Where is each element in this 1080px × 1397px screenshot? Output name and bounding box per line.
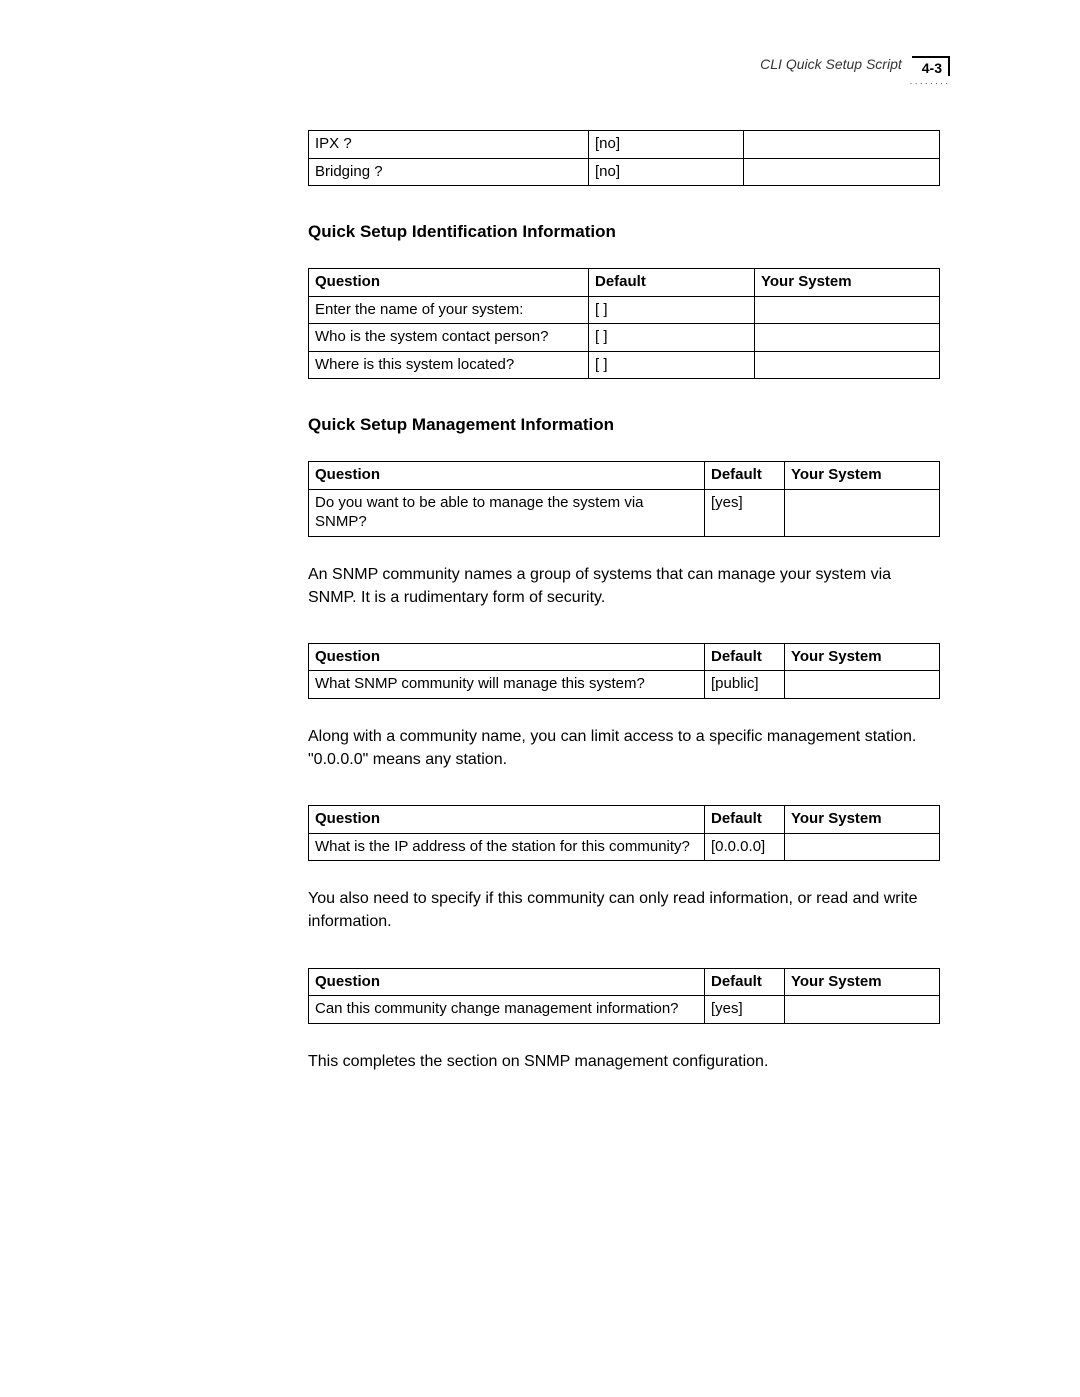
snmp-community-table: Question Default Your System What SNMP c… xyxy=(308,643,940,699)
cell-default: [ ] xyxy=(589,296,755,324)
cell-question: What is the IP address of the station fo… xyxy=(309,833,705,861)
paragraph-completes: This completes the section on SNMP manag… xyxy=(308,1050,940,1073)
cell-your-system xyxy=(785,671,940,699)
paragraph-community-limit: Along with a community name, you can lim… xyxy=(308,725,940,771)
station-ip-table: Question Default Your System What is the… xyxy=(308,805,940,861)
cell-your-system xyxy=(755,324,940,352)
col-default: Default xyxy=(705,968,785,996)
cell-default: [public] xyxy=(705,671,785,699)
cell-default: [ ] xyxy=(589,351,755,379)
col-default: Default xyxy=(705,462,785,490)
table-row: Who is the system contact person? [ ] xyxy=(309,324,940,352)
cell-your-system xyxy=(785,833,940,861)
table-row: What SNMP community will manage this sys… xyxy=(309,671,940,699)
col-default: Default xyxy=(589,269,755,297)
paragraph-readwrite: You also need to specify if this communi… xyxy=(308,887,940,933)
col-question: Question xyxy=(309,806,705,834)
cell-question: Where is this system located? xyxy=(309,351,589,379)
dots-icon: · · · · · · · · xyxy=(910,78,948,88)
cell-your-system xyxy=(744,158,940,186)
table-row: Can this community change management inf… xyxy=(309,996,940,1024)
page-number: 4-3 xyxy=(912,56,950,76)
cell-default: [yes] xyxy=(705,996,785,1024)
table-row: IPX ? [no] xyxy=(309,131,940,159)
table-row: Bridging ? [no] xyxy=(309,158,940,186)
cell-your-system xyxy=(785,489,940,536)
col-question: Question xyxy=(309,643,705,671)
col-your-system: Your System xyxy=(785,968,940,996)
cell-default: [no] xyxy=(589,158,744,186)
table-row: Do you want to be able to manage the sys… xyxy=(309,489,940,536)
cell-question: Who is the system contact person? xyxy=(309,324,589,352)
col-question: Question xyxy=(309,269,589,297)
col-question: Question xyxy=(309,462,705,490)
cell-your-system xyxy=(755,296,940,324)
table-row: Where is this system located? [ ] xyxy=(309,351,940,379)
cell-default: [0.0.0.0] xyxy=(705,833,785,861)
cell-question: What SNMP community will manage this sys… xyxy=(309,671,705,699)
col-your-system: Your System xyxy=(785,806,940,834)
cell-default: [yes] xyxy=(705,489,785,536)
table-header-row: Question Default Your System xyxy=(309,968,940,996)
section-heading-management: Quick Setup Management Information xyxy=(308,415,940,435)
cell-question: Can this community change management inf… xyxy=(309,996,705,1024)
cell-your-system xyxy=(785,996,940,1024)
page-content: IPX ? [no] Bridging ? [no] Quick Setup I… xyxy=(308,120,940,1083)
identification-table: Question Default Your System Enter the n… xyxy=(308,268,940,379)
table-header-row: Question Default Your System xyxy=(309,643,940,671)
cell-question: Do you want to be able to manage the sys… xyxy=(309,489,705,536)
section-heading-identification: Quick Setup Identification Information xyxy=(308,222,940,242)
col-question: Question xyxy=(309,968,705,996)
cell-your-system xyxy=(744,131,940,159)
table-row: Enter the name of your system: [ ] xyxy=(309,296,940,324)
cell-default: [no] xyxy=(589,131,744,159)
cell-default: [ ] xyxy=(589,324,755,352)
cell-question: Bridging ? xyxy=(309,158,589,186)
table-header-row: Question Default Your System xyxy=(309,269,940,297)
col-your-system: Your System xyxy=(755,269,940,297)
community-change-table: Question Default Your System Can this co… xyxy=(308,968,940,1024)
snmp-manage-table: Question Default Your System Do you want… xyxy=(308,461,940,537)
col-default: Default xyxy=(705,806,785,834)
cell-question: IPX ? xyxy=(309,131,589,159)
col-default: Default xyxy=(705,643,785,671)
paragraph-snmp-community: An SNMP community names a group of syste… xyxy=(308,563,940,609)
page-header: CLI Quick Setup Script 4-3 xyxy=(760,56,950,76)
protocol-table: IPX ? [no] Bridging ? [no] xyxy=(308,130,940,186)
header-title: CLI Quick Setup Script xyxy=(760,56,902,72)
col-your-system: Your System xyxy=(785,643,940,671)
col-your-system: Your System xyxy=(785,462,940,490)
table-row: What is the IP address of the station fo… xyxy=(309,833,940,861)
cell-question: Enter the name of your system: xyxy=(309,296,589,324)
cell-your-system xyxy=(755,351,940,379)
table-header-row: Question Default Your System xyxy=(309,806,940,834)
table-header-row: Question Default Your System xyxy=(309,462,940,490)
